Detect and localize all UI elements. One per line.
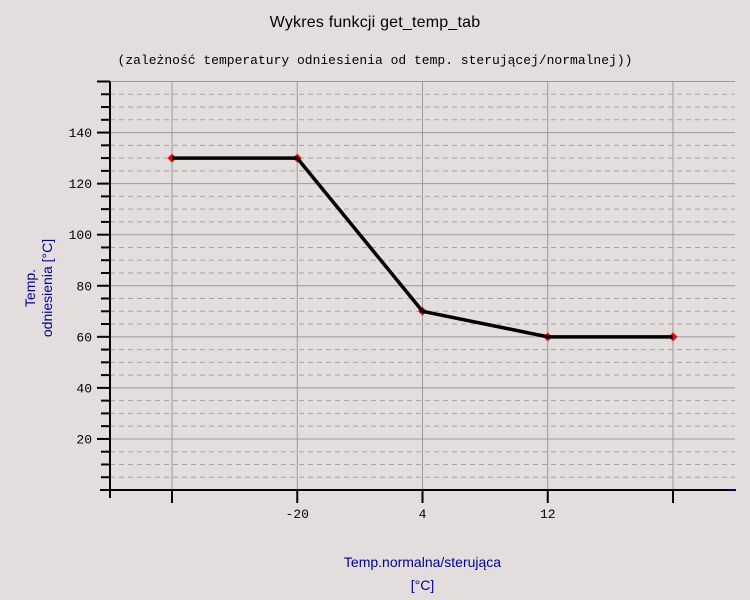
x-tick-label: 12 (540, 507, 556, 522)
y-tick-label: 100 (69, 228, 92, 243)
y-axis-label: Temp. odniesienia [°C] (22, 228, 58, 348)
y-tick-label: 60 (76, 330, 92, 345)
x-tick-label: 4 (419, 507, 427, 522)
chart-title: Wykres funkcji get_temp_tab (269, 14, 481, 31)
chart-subtitle: (zależność temperatury odniesienia od te… (117, 53, 633, 68)
data-line (172, 156, 673, 339)
x-axis-label: Temp.normalna/sterująca [°C] (110, 551, 735, 597)
y-tick-label: 80 (76, 279, 92, 294)
y-tick-label: 120 (69, 177, 92, 192)
y-axis-label-line1: Temp. (22, 268, 38, 308)
y-axis-label-line2: odniesienia [°C] (39, 238, 55, 338)
x-axis-label-line1: Temp.normalna/sterująca (343, 554, 502, 570)
x-axis-label-line2: [°C] (410, 577, 435, 593)
x-tick-label: -20 (286, 507, 309, 522)
y-tick-label: 20 (76, 432, 92, 447)
y-tick-label: 40 (76, 381, 92, 396)
y-tick-label: 140 (69, 126, 92, 141)
